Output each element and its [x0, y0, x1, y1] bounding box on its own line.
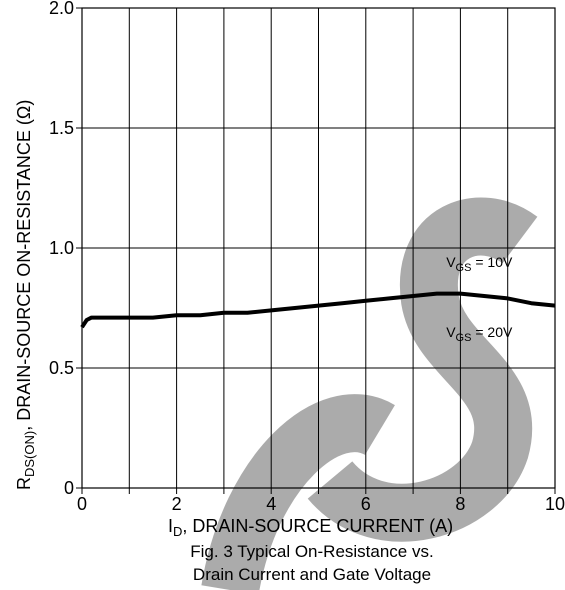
y-tick-label: 1.0	[49, 238, 74, 258]
x-tick-label: 6	[361, 494, 371, 514]
caption-line-2: Drain Current and Gate Voltage	[193, 565, 431, 584]
tick-label-layer: 0 2 4 6 8 10 0 0.5 1.0 1.5 2.0	[49, 0, 565, 514]
caption-line-1: Fig. 3 Typical On-Resistance vs.	[190, 542, 433, 561]
plot-frame	[81, 7, 556, 489]
y-axis-title: RDS(ON), DRAIN-SOURCE ON-RESISTANCE (Ω)	[14, 100, 37, 490]
y-tick-label: 0	[64, 478, 74, 498]
x-tick-label: 2	[172, 494, 182, 514]
x-tick-label: 4	[266, 494, 276, 514]
watermark-s-shape	[307, 197, 538, 542]
y-tick-label: 0.5	[49, 358, 74, 378]
x-tick-label: 10	[545, 494, 565, 514]
series-line	[80, 291, 556, 329]
annotation-vgs-20v: VGS = 20V	[446, 324, 513, 344]
y-tick-label: 2.0	[49, 0, 74, 18]
y-tick-label: 1.5	[49, 118, 74, 138]
x-tick-label: 8	[455, 494, 465, 514]
x-tick-label: 0	[77, 494, 87, 514]
watermark-arc-left	[201, 394, 395, 590]
annotation-vgs-10v: VGS = 10V	[446, 254, 513, 274]
grid-layer	[76, 7, 556, 494]
x-axis-title: ID, DRAIN-SOURCE CURRENT (A)	[168, 516, 453, 539]
